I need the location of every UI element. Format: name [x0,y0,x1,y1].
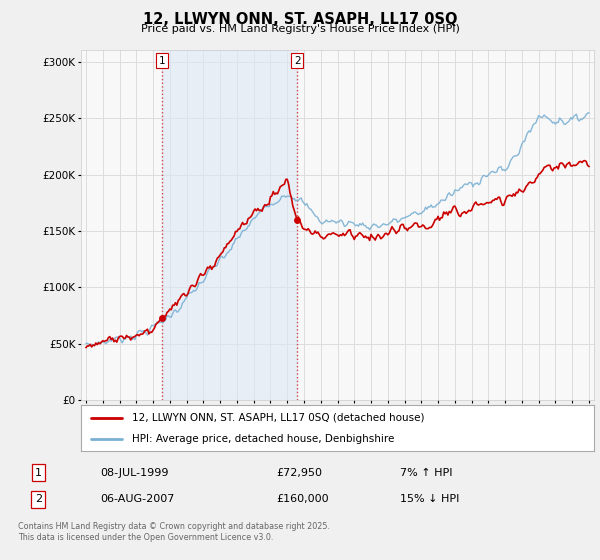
Text: 2: 2 [294,55,301,66]
Text: Price paid vs. HM Land Registry's House Price Index (HPI): Price paid vs. HM Land Registry's House … [140,24,460,34]
Text: HPI: Average price, detached house, Denbighshire: HPI: Average price, detached house, Denb… [133,435,395,444]
Text: 1: 1 [35,468,42,478]
Text: 15% ↓ HPI: 15% ↓ HPI [400,494,460,505]
Text: 12, LLWYN ONN, ST. ASAPH, LL17 0SQ: 12, LLWYN ONN, ST. ASAPH, LL17 0SQ [143,12,457,27]
Text: Contains HM Land Registry data © Crown copyright and database right 2025.
This d: Contains HM Land Registry data © Crown c… [18,522,330,542]
Text: 2: 2 [35,494,42,505]
Text: 08-JUL-1999: 08-JUL-1999 [100,468,169,478]
Text: 12, LLWYN ONN, ST. ASAPH, LL17 0SQ (detached house): 12, LLWYN ONN, ST. ASAPH, LL17 0SQ (deta… [133,413,425,423]
Text: 06-AUG-2007: 06-AUG-2007 [100,494,175,505]
Text: 7% ↑ HPI: 7% ↑ HPI [400,468,452,478]
Text: £160,000: £160,000 [277,494,329,505]
Text: 1: 1 [158,55,165,66]
Bar [162,50,297,400]
Text: £72,950: £72,950 [277,468,322,478]
